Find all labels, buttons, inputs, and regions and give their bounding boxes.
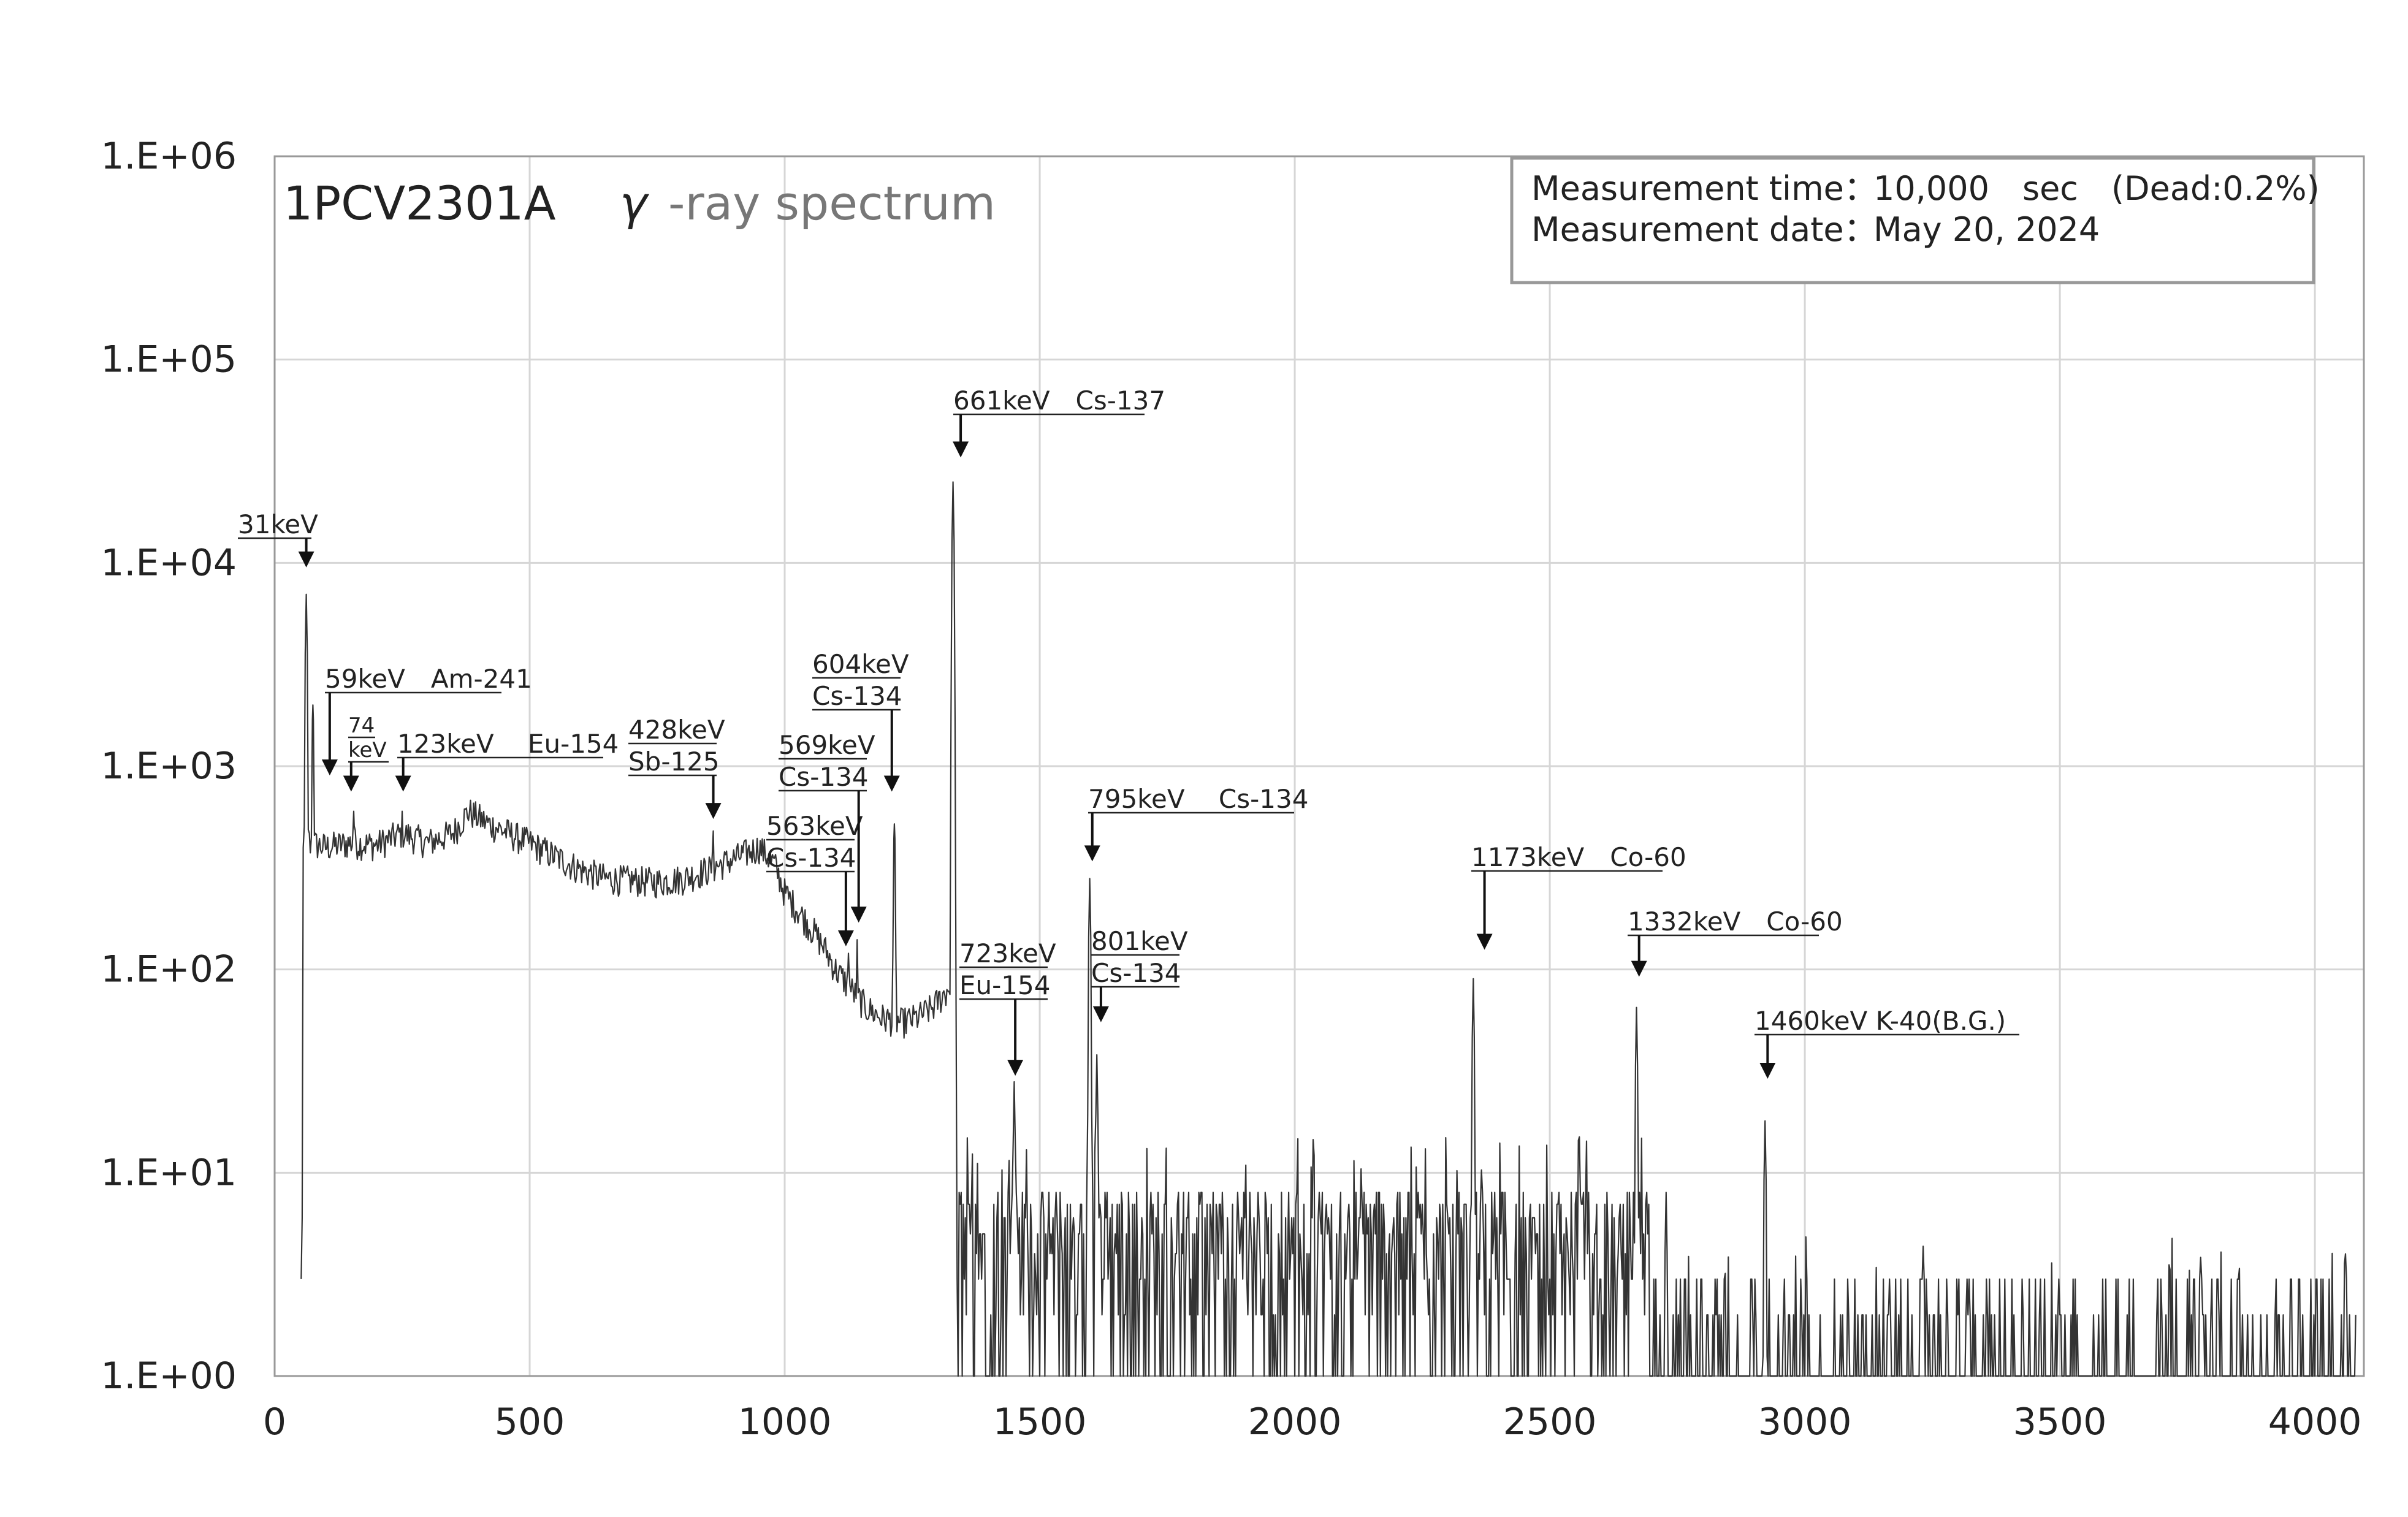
peak-arrow-head xyxy=(343,775,359,792)
x-tick-label: 3500 xyxy=(2013,1401,2107,1443)
measurement-time-label: Measurement time： xyxy=(1531,169,1877,208)
peak-label: 1332keV Co-60 xyxy=(1628,907,1843,937)
peak-annotation: 59keV Am-241 xyxy=(321,664,532,776)
peak-arrow-head xyxy=(298,551,314,568)
plot-area xyxy=(273,155,2365,1377)
peak-label: Cs-134 xyxy=(779,762,869,792)
measurement-date-label: Measurement date： xyxy=(1531,210,1877,249)
peak-label: 123keV Eu-154 xyxy=(397,729,619,759)
y-tick-label: 1.E+01 xyxy=(101,1151,237,1194)
peak-arrow-head xyxy=(705,803,722,819)
peak-arrow-head xyxy=(1092,1006,1109,1022)
x-tick-label: 500 xyxy=(495,1401,565,1443)
peak-label: 569keV xyxy=(779,730,875,760)
peak-label: Cs-134 xyxy=(766,843,856,873)
spectrum-line xyxy=(300,481,2357,1377)
peak-arrow-head xyxy=(1007,1060,1024,1076)
peak-label: 74 xyxy=(348,713,375,738)
peak-label: 59keV Am-241 xyxy=(325,664,532,694)
peak-label: Cs-134 xyxy=(812,681,902,711)
peak-label: 723keV xyxy=(959,938,1056,968)
peak-arrow-head xyxy=(883,775,900,792)
peak-arrow-head xyxy=(1631,960,1647,977)
peak-annotation: 661keV Cs-137 xyxy=(953,386,1165,458)
peak-annotation: 1332keV Co-60 xyxy=(1628,907,1843,977)
chart-title-suffix: -ray spectrum xyxy=(668,176,996,230)
y-tick-label: 1.E+02 xyxy=(101,948,237,991)
y-tick-label: 1.E+05 xyxy=(101,338,237,381)
peak-label: 795keV Cs-134 xyxy=(1088,784,1308,814)
peak-annotation: 1173keV Co-60 xyxy=(1471,842,1686,950)
peak-label: Sb-125 xyxy=(628,747,720,777)
y-tick-label: 1.E+04 xyxy=(101,541,237,584)
peak-arrow-head xyxy=(837,930,854,946)
x-tick-label: 1000 xyxy=(738,1401,832,1443)
peak-label: 563keV xyxy=(766,811,863,841)
y-tick-label: 1.E+03 xyxy=(101,745,237,788)
peak-label: keV xyxy=(348,738,387,762)
peak-arrow-head xyxy=(321,759,338,776)
peak-arrow-head xyxy=(850,907,867,923)
peak-annotation: 31keV xyxy=(238,509,318,568)
peak-label: Cs-134 xyxy=(1091,958,1181,988)
y-tick-label: 1.E+00 xyxy=(101,1355,237,1397)
chart-title-gamma: γ xyxy=(620,176,650,230)
peak-label: 801keV xyxy=(1091,926,1188,956)
peak-label: 428keV xyxy=(628,715,725,745)
peak-label: 661keV Cs-137 xyxy=(953,386,1165,416)
peak-annotation: 795keV Cs-134 xyxy=(1084,784,1308,862)
x-tick-label: 3000 xyxy=(1758,1401,1852,1443)
peak-label: Eu-154 xyxy=(959,970,1050,1000)
peak-arrow-head xyxy=(395,775,411,792)
peak-arrow-head xyxy=(1476,933,1493,950)
spectrum-series xyxy=(300,481,2357,1377)
measurement-date-value: May 20, 2024 xyxy=(1873,210,2100,249)
peak-arrow-head xyxy=(1759,1062,1776,1079)
peak-label: 31keV xyxy=(238,509,318,539)
chart-title-id: 1PCV2301A xyxy=(283,176,556,230)
peak-label: 1460keV K-40(B.G.) xyxy=(1755,1006,2006,1036)
measurement-time-value: 10,000 sec (Dead:0.2%) xyxy=(1873,169,2320,208)
peak-annotation: 123keV Eu-154 xyxy=(395,729,619,792)
chart-title: 1PCV2301A γ -ray spectrum xyxy=(283,176,996,230)
x-tick-label: 0 xyxy=(263,1401,286,1443)
x-tick-label: 4000 xyxy=(2268,1401,2362,1443)
x-tick-label: 1500 xyxy=(993,1401,1087,1443)
x-tick-label: 2500 xyxy=(1503,1401,1597,1443)
peak-label: 604keV xyxy=(812,649,909,679)
measurement-info-box: Measurement time： 10,000 sec (Dead:0.2%)… xyxy=(1510,156,2320,284)
peak-annotation: 1460keV K-40(B.G.) xyxy=(1755,1006,2019,1079)
x-tick-label: 2000 xyxy=(1248,1401,1342,1443)
peak-label: 1173keV Co-60 xyxy=(1471,842,1686,872)
y-tick-label: 1.E+06 xyxy=(101,135,237,178)
peak-arrow-head xyxy=(1084,845,1100,862)
peak-arrow-head xyxy=(953,441,969,458)
axes: 0 500 1000 1500 2000 2500 3000 3500 4000 1.E+00 1.… xyxy=(101,135,2361,1443)
